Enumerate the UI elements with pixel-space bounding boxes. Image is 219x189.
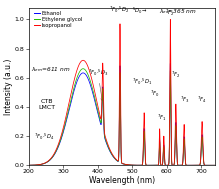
- Y-axis label: Intensity (a.u.): Intensity (a.u.): [4, 58, 13, 115]
- Text: $^7F_0{\cdot}^5D_3$: $^7F_0{\cdot}^5D_3$: [88, 68, 108, 101]
- Text: $^7F_0{\cdot}^5D_2$: $^7F_0{\cdot}^5D_2$: [109, 5, 129, 15]
- Text: $^7F_3$: $^7F_3$: [180, 95, 189, 105]
- Legend: Ethanol, Ethylene glycol, Isopropanol: Ethanol, Ethylene glycol, Isopropanol: [33, 10, 82, 28]
- Text: $^7F_0{\cdot}^5D_4$: $^7F_0{\cdot}^5D_4$: [34, 131, 55, 142]
- Text: $^7F_0{\cdot}^5D_1$: $^7F_0{\cdot}^5D_1$: [132, 76, 153, 87]
- X-axis label: Wavelength (nm): Wavelength (nm): [89, 176, 155, 185]
- Text: $^7F_4$: $^7F_4$: [197, 95, 207, 105]
- Text: $^7F_0$: $^7F_0$: [150, 89, 160, 99]
- Text: $^7F_2$: $^7F_2$: [171, 70, 181, 80]
- Text: $^7F_2$: $^7F_2$: [165, 8, 175, 18]
- Text: $\lambda_{em}$=611 nm: $\lambda_{em}$=611 nm: [31, 66, 71, 74]
- Text: $\lambda_{ex}$=365 nm: $\lambda_{ex}$=365 nm: [159, 7, 197, 16]
- Text: CTB
LMCT: CTB LMCT: [39, 99, 56, 110]
- Text: $^7F_1$: $^7F_1$: [157, 113, 167, 123]
- Text: $^5D_0\!\rightarrow$: $^5D_0\!\rightarrow$: [132, 6, 147, 16]
